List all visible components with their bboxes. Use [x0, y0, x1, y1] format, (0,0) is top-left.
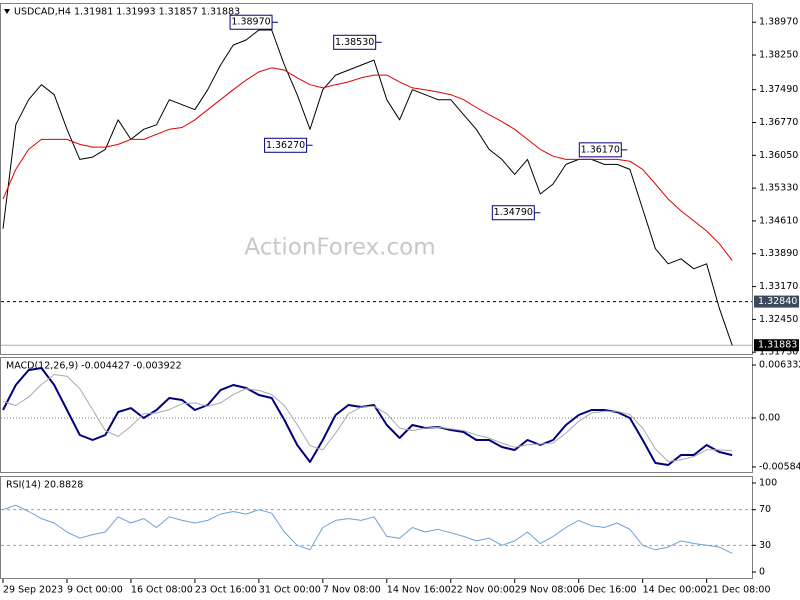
level-label: 1.31883	[758, 340, 797, 351]
panel-title: USDCAD,H4 1.31981 1.31993 1.31857 1.3188…	[14, 7, 240, 18]
x-tick-label: 16 Oct 08:00	[131, 585, 193, 596]
dropdown-icon	[4, 9, 10, 14]
macd-frame	[0, 357, 753, 473]
x-tick-label: 9 Oct 00:00	[67, 585, 123, 596]
annotation-box	[264, 137, 308, 153]
y-tick-label: 0	[759, 567, 765, 578]
y-tick-label: 0.00	[759, 413, 780, 424]
level-label-box	[754, 295, 799, 308]
series-line	[2, 29, 733, 346]
x-tick-label: 7 Nov 08:00	[323, 585, 381, 596]
price-frame	[0, 3, 753, 355]
annotation-box	[491, 205, 535, 221]
annotation-label: 1.36270	[266, 140, 305, 151]
x-tick-label: 31 Oct 00:00	[259, 585, 321, 596]
y-tick-label: 1.36770	[759, 117, 798, 128]
y-tick-label: 100	[759, 477, 777, 488]
series-line	[2, 367, 733, 466]
y-tick-label: 1.31730	[759, 347, 798, 358]
watermark: ActionForex.com	[244, 235, 435, 261]
y-tick-label: 1.38970	[759, 17, 798, 28]
x-tick-label: 14 Dec 00:00	[643, 585, 707, 596]
level-label: 1.32840	[758, 296, 797, 307]
y-tick-label: 1.33170	[759, 281, 798, 292]
annotation-label: 1.36170	[581, 144, 620, 155]
panel-title: RSI(14) 20.8828	[6, 480, 83, 491]
x-tick-label: 21 Dec 08:00	[707, 585, 771, 596]
y-tick-label: 70	[759, 504, 771, 515]
level-label-box	[754, 339, 799, 352]
series-line	[2, 504, 733, 554]
series-line	[2, 374, 733, 462]
y-tick-label: 1.36050	[759, 150, 798, 161]
x-tick-label: 14 Nov 16:00	[387, 585, 451, 596]
y-tick-label: 0.006332	[759, 360, 800, 371]
annotation-box	[229, 14, 273, 30]
annotation-box	[333, 34, 377, 50]
x-tick-label: 29 Nov 08:00	[515, 585, 579, 596]
y-tick-label: -0.005847	[759, 461, 800, 472]
y-tick-label: 1.34610	[759, 215, 798, 226]
annotation-label: 1.34790	[494, 207, 533, 218]
y-tick-label: 1.35330	[759, 183, 798, 194]
annotation-label: 1.38530	[335, 37, 374, 48]
x-tick-label: 23 Oct 16:00	[195, 585, 257, 596]
rsi-frame	[0, 476, 753, 579]
y-tick-label: 1.33890	[759, 248, 798, 259]
y-tick-label: 1.37490	[759, 84, 798, 95]
panel-title: MACD(12,26,9) -0.004427 -0.003922	[6, 361, 182, 372]
y-tick-label: 1.32450	[759, 314, 798, 325]
y-tick-label: 1.38250	[759, 50, 798, 61]
series-line	[2, 67, 733, 261]
annotation-box	[578, 142, 622, 158]
annotation-label: 1.38970	[231, 17, 270, 28]
x-tick-label: 29 Sep 2023	[3, 585, 63, 596]
x-tick-label: 6 Dec 16:00	[579, 585, 637, 596]
x-tick-label: 22 Nov 00:00	[451, 585, 515, 596]
y-tick-label: 30	[759, 540, 771, 551]
